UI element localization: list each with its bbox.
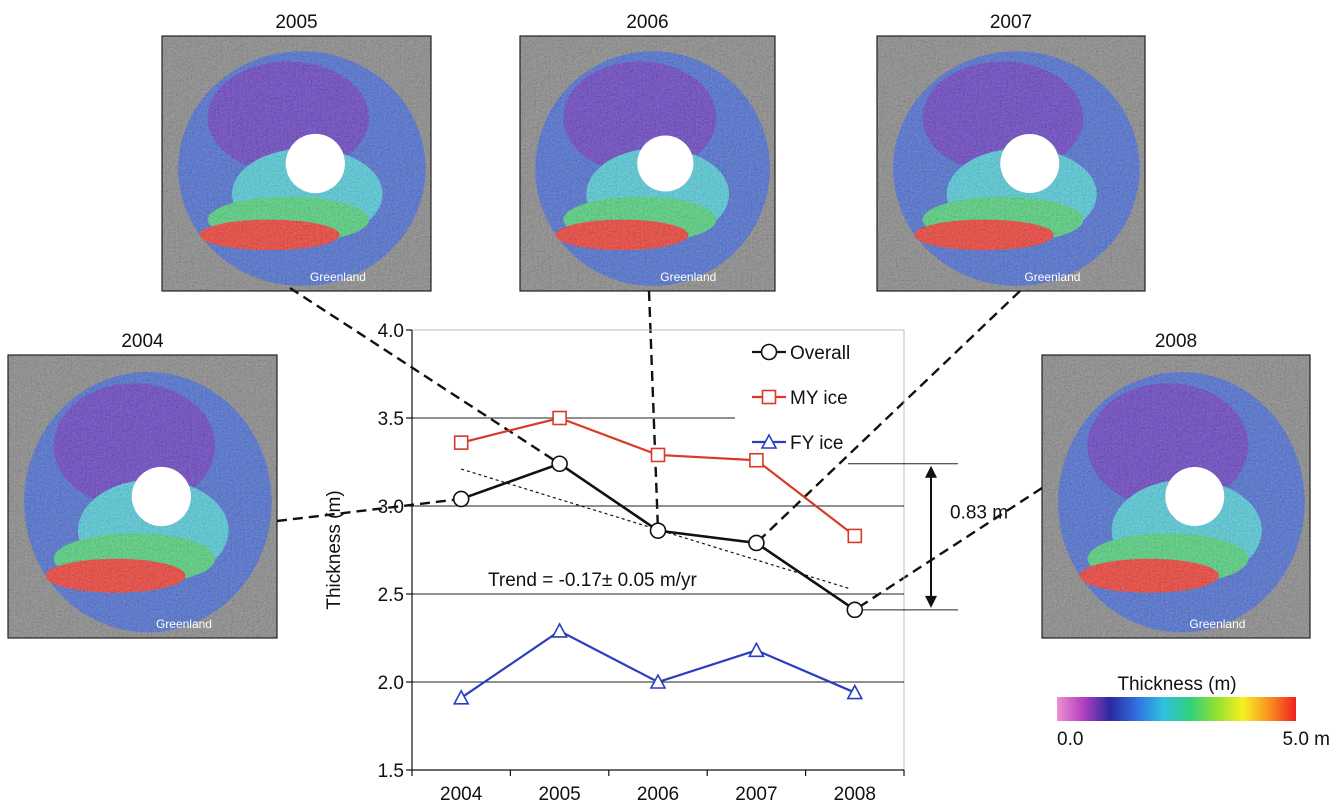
legend-marker bbox=[760, 433, 778, 449]
x-tick-label: 2004 bbox=[440, 784, 483, 805]
data-point-my-ice bbox=[650, 447, 666, 463]
data-point-my-ice bbox=[453, 435, 469, 450]
x-axis: 2004 2005 2006 2007 2008 bbox=[411, 769, 905, 805]
map-year-label: 2007 bbox=[990, 12, 1032, 33]
data-point-fy-ice bbox=[846, 683, 864, 700]
map-frame bbox=[7, 354, 278, 639]
ice-thickness-maps: 2004Greenland2005Greenland2006Greenland2… bbox=[7, 12, 1311, 639]
data-point-fy-ice bbox=[551, 622, 568, 638]
y-tick-label: 1.5 bbox=[378, 761, 404, 782]
y-tick-label: 3.5 bbox=[378, 409, 404, 430]
legend-marker bbox=[760, 343, 778, 361]
x-tick-label: 2005 bbox=[538, 784, 580, 805]
y-axis-title: Thickness (m) bbox=[324, 490, 345, 609]
data-point-my-ice bbox=[847, 528, 863, 544]
diff-arrow-head-up bbox=[925, 465, 937, 478]
legend: Overall MY ice FY ice bbox=[752, 343, 850, 454]
pole-hole bbox=[637, 135, 694, 192]
map-region-label: Greenland bbox=[660, 270, 716, 284]
y-tick-label: 3.0 bbox=[378, 497, 404, 518]
map-2007: 2007 Greenland bbox=[876, 12, 1146, 292]
data-point-overall bbox=[649, 522, 667, 539]
pole-hole bbox=[285, 133, 345, 194]
colorbar-max-label: 5.0 m bbox=[1282, 729, 1330, 750]
trend-line bbox=[461, 468, 850, 590]
pole-hole bbox=[1000, 134, 1060, 193]
y-tick-label: 2.5 bbox=[378, 585, 404, 606]
x-tick-label: 2006 bbox=[637, 784, 679, 805]
colorbar: Thickness (m) 0.0 5.0 m bbox=[1057, 674, 1330, 750]
legend-label: Overall bbox=[790, 343, 850, 364]
data-point-overall bbox=[748, 534, 765, 552]
map-frame bbox=[876, 35, 1146, 292]
map-frame bbox=[1041, 354, 1311, 639]
map-2006: 2006 Greenland bbox=[519, 12, 776, 292]
map-2004: 2004 Greenland bbox=[7, 331, 278, 639]
pole-hole bbox=[131, 466, 191, 527]
y-tick-label: 2.0 bbox=[378, 673, 404, 694]
connector-line bbox=[647, 290, 660, 531]
map-connectors bbox=[276, 286, 1043, 611]
map-frame bbox=[519, 35, 776, 292]
connector-line bbox=[276, 497, 462, 523]
diff-label: 0.83 m bbox=[950, 502, 1008, 523]
pole-hole bbox=[1165, 467, 1225, 526]
map-year-label: 2006 bbox=[626, 12, 668, 33]
map-year-label: 2008 bbox=[1155, 331, 1197, 352]
map-year-label: 2005 bbox=[275, 12, 317, 33]
data-point-overall bbox=[452, 490, 470, 508]
map-year-label: 2004 bbox=[121, 331, 164, 352]
connector-line bbox=[289, 286, 561, 465]
colorbar-title: Thickness (m) bbox=[1117, 674, 1236, 695]
data-point-fy-ice bbox=[649, 673, 667, 689]
y-axis: 1.5 2.0 2.5 3.0 3.5 4.0 bbox=[378, 321, 413, 782]
series-markers bbox=[452, 410, 864, 705]
data-point-my-ice bbox=[552, 410, 567, 426]
data-point-my-ice bbox=[749, 452, 764, 468]
legend-label: MY ice bbox=[790, 388, 848, 409]
map-region-label: Greenland bbox=[156, 617, 212, 631]
connector-line bbox=[854, 486, 1043, 611]
map-region-label: Greenland bbox=[1189, 617, 1245, 631]
data-point-overall bbox=[551, 455, 568, 473]
colorbar-min-label: 0.0 bbox=[1057, 729, 1083, 750]
connector-line bbox=[755, 290, 1021, 544]
thickness-chart: 1.52.02.53.03.54.0 2004 2005 2006 2007 2008 … bbox=[324, 321, 1008, 805]
map-2008: 2008 Greenland bbox=[1041, 331, 1311, 639]
map-2005: 2005 Greenland bbox=[161, 12, 432, 292]
x-tick-label: 2008 bbox=[834, 784, 876, 805]
trend-label: Trend = -0.17± 0.05 m/yr bbox=[488, 570, 697, 591]
data-point-overall bbox=[846, 601, 864, 619]
data-point-fy-ice bbox=[748, 641, 765, 658]
data-point-fy-ice bbox=[452, 689, 470, 705]
map-region-label: Greenland bbox=[310, 270, 366, 284]
difference-annotation: 0.83 m bbox=[848, 463, 1008, 611]
map-region-label: Greenland bbox=[1024, 270, 1080, 284]
legend-marker bbox=[761, 389, 777, 405]
colorbar-gradient bbox=[1057, 697, 1296, 721]
legend-label: FY ice bbox=[790, 433, 844, 454]
y-tick-label: 4.0 bbox=[378, 321, 404, 342]
diff-arrow-head-down bbox=[925, 595, 937, 608]
x-tick-label: 2007 bbox=[735, 784, 777, 805]
